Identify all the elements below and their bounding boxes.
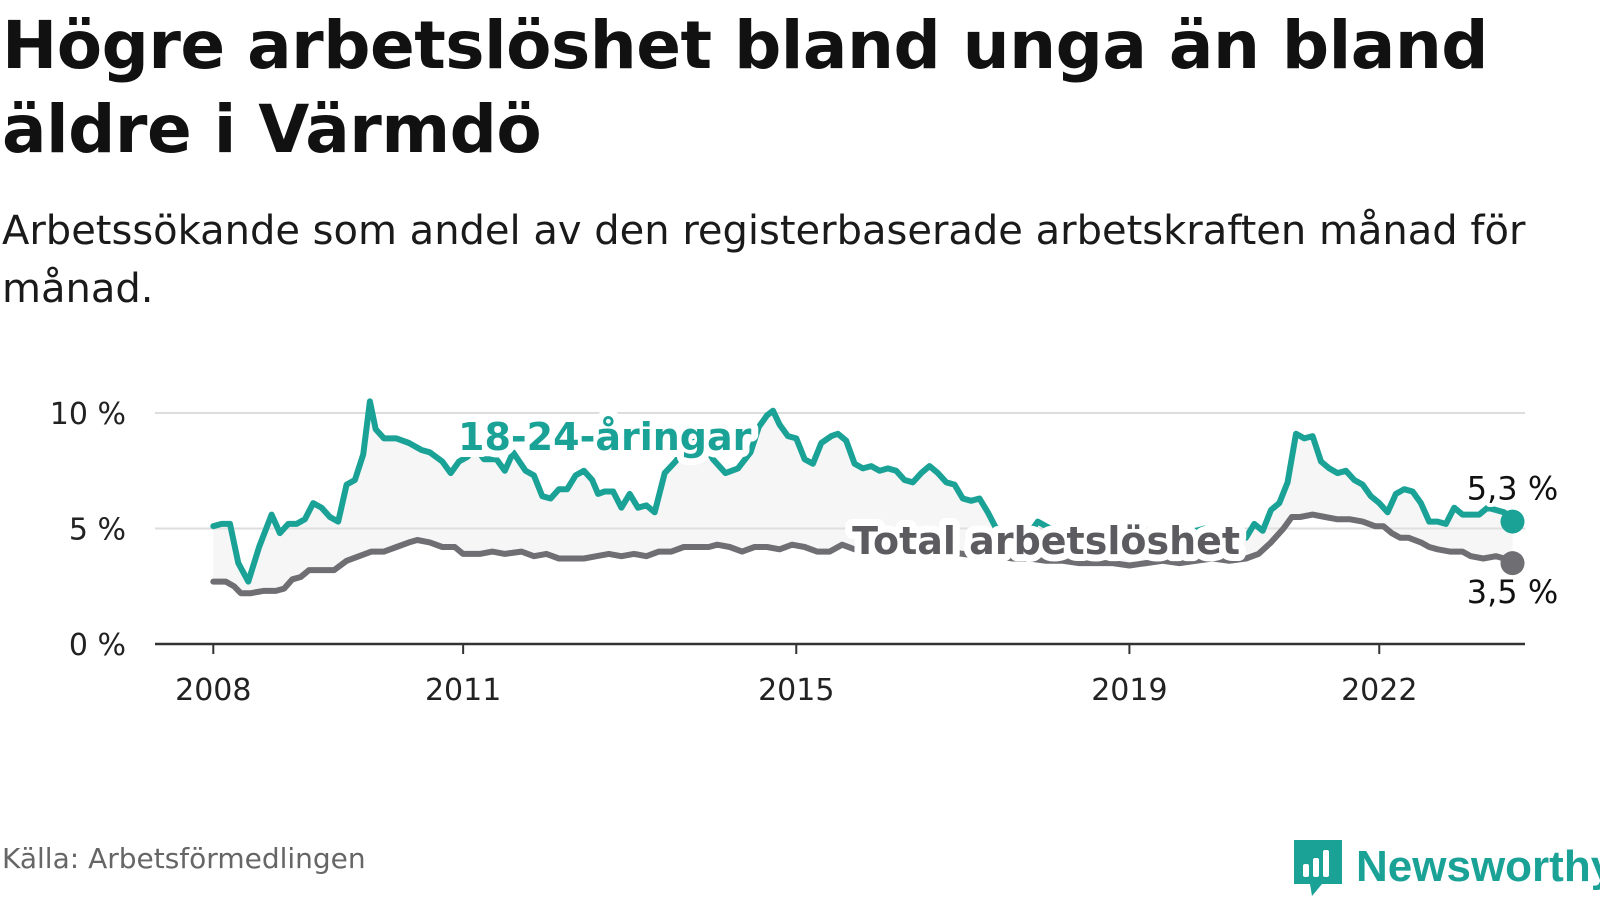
y-axis-ticks: 0 % 5 % 10 % xyxy=(50,397,126,663)
total-end-label: 3,5 % xyxy=(1467,573,1558,611)
total-series-label-halo: Total arbetslöshet xyxy=(852,519,1240,563)
gap-band-area xyxy=(213,401,1513,594)
y-tick-label: 0 % xyxy=(69,628,126,663)
x-axis-ticks: 2008 2011 2015 2019 2022 xyxy=(175,644,1417,708)
x-tick-label: 2022 xyxy=(1341,673,1417,708)
x-tick-label: 2015 xyxy=(758,673,834,708)
line-chart: 0 % 5 % 10 % 2008 2011 2015 2019 2022 18-24-år… xyxy=(49,397,1562,708)
source-note: Källa: Arbetsförmedlingen xyxy=(2,842,366,875)
total-end-label-halo: 3,5 % xyxy=(1467,573,1558,611)
gap-band xyxy=(213,401,1513,594)
total-series-label: Total arbetslöshet xyxy=(852,519,1240,563)
y-tick-label: 10 % xyxy=(50,397,126,432)
youth-end-marker xyxy=(1500,509,1525,534)
youth-end-label-halo: 5,3 % xyxy=(1467,470,1558,508)
x-tick-label: 2019 xyxy=(1091,673,1167,708)
total-series-line xyxy=(210,511,1516,597)
brand-logo: Newsworthy xyxy=(1292,840,1600,900)
brand-name: Newsworthy xyxy=(1356,842,1600,891)
youth-series-label: 18-24-åringar xyxy=(458,415,752,459)
youth-series-line xyxy=(210,398,1516,585)
x-tick-label: 2008 xyxy=(175,673,251,708)
gridlines xyxy=(155,412,1525,530)
x-tick-label: 2011 xyxy=(425,673,501,708)
newsworthy-bar-chart-icon xyxy=(1294,840,1342,896)
page-title: Högre arbetslöshet bland unga än bland ä… xyxy=(2,7,1489,168)
y-tick-label: 5 % xyxy=(69,513,126,548)
end-markers: 5,3 %5,3 %3,5 %3,5 % xyxy=(1463,466,1562,616)
youth-end-label: 5,3 % xyxy=(1467,470,1558,508)
series-lines xyxy=(210,398,1516,597)
chart-subtitle: Arbetssökande som andel av den registerb… xyxy=(2,208,1526,312)
youth-series-label-halo: 18-24-åringar xyxy=(458,415,752,459)
total-end-marker xyxy=(1500,551,1525,576)
